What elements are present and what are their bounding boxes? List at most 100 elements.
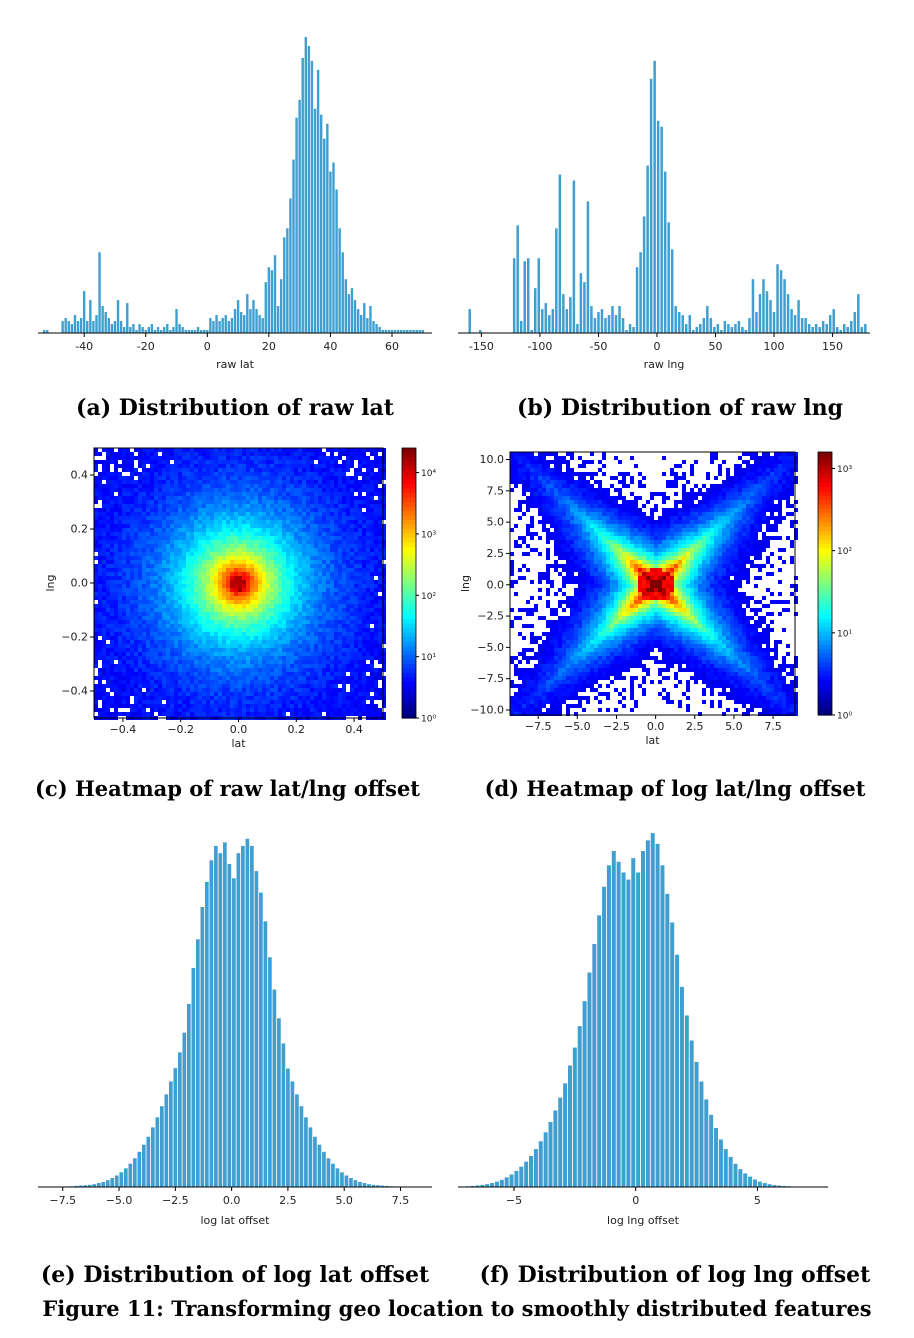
histogram-bar [684,1015,689,1187]
x-tick-label: 60 [385,340,399,353]
histogram-bar [519,321,523,333]
histogram-bar [653,60,656,333]
histogram-bar [349,1178,353,1187]
histogram-bar [772,312,776,333]
histogram-bar [270,270,274,333]
histogram-bar [255,309,258,333]
histogram-bar [762,279,765,333]
histogram-bar [98,252,101,333]
histogram-bar [553,1110,558,1187]
histogram-bar [116,300,120,333]
x-tick-label: 40 [323,340,337,353]
histogram-bar [381,330,384,333]
histogram-bar [562,294,565,333]
histogram-bar [583,282,586,333]
histogram-bar [563,1083,568,1187]
y-tick-label: −0.4 [61,685,88,698]
figure-caption: Figure 11: Transforming geo location to … [42,1296,872,1321]
histogram-bar [331,1163,335,1187]
heatmap-log-offset: −7.5 −5.0 −2.5 0.0 2.5 5.0 7.5 10.0 7.5 5.0 2.5 0.0… [455,440,895,760]
heatmap-cells-c [94,448,386,720]
histogram-bar [209,318,212,333]
histogram-bar [681,315,684,333]
histogram-bar [485,1184,490,1187]
x-tick-label: 2.5 [279,1194,297,1207]
histogram-bar [119,321,123,333]
chart-log-lat-offset: −7.5 −5.0 −2.5 0.0 2.5 5.0 7.5 log lat offset [20,822,450,1234]
x-tick-label: 0.4 [345,723,363,736]
caption-b: (b) Distribution of raw lng [517,395,843,421]
bars-e [60,838,403,1188]
histogram-bar [674,306,677,333]
histogram-bar [733,1163,738,1187]
colorbar-tick-label: 10² [837,547,852,557]
histogram-bar [119,1172,124,1187]
colorbar-tick-label: 10¹ [421,653,436,663]
histogram-bar [593,318,597,333]
x-tick-label: 0 [204,340,211,353]
histogram-bar [239,312,243,333]
histogram-bar [252,300,255,333]
histogram-bar [611,851,616,1187]
histogram-bar [141,327,144,333]
caption-a: (a) Distribution of raw lat [76,395,394,421]
colorbar-tick-label: 10² [421,592,436,602]
histogram-bar [670,922,675,1187]
histogram-bar [298,99,301,333]
x-tick-label: -50 [589,340,607,353]
histogram-bar [793,315,797,333]
colorbar-tick-label: 10³ [421,530,436,540]
histogram-bar [132,324,135,333]
chart-d-svg: −7.5 −5.0 −2.5 0.0 2.5 5.0 7.5 10.0 7.5 5.0 2.5 0.0… [459,451,852,747]
histogram-bar [212,321,215,333]
histogram-bar [586,201,590,333]
histogram-bar [494,1181,499,1187]
caption-d: (d) Heatmap of log lat/lng offset [484,776,866,801]
histogram-bar [587,972,592,1187]
histogram-bar [249,309,252,333]
histogram-bar [709,318,713,333]
histogram-bar [313,1136,317,1187]
histogram-bar [772,1185,777,1187]
histogram-bar [758,294,762,333]
histogram-bar [537,258,541,333]
chart-e-svg: −7.5 −5.0 −2.5 0.0 2.5 5.0 7.5 log lat offset [38,838,432,1227]
histogram-bar [602,886,607,1187]
histogram-bar [743,1173,748,1187]
histogram-bar [209,860,214,1187]
histogram-bar [744,330,748,333]
histogram-bar [850,321,853,333]
y-tick-label: −0.2 [61,631,88,644]
histogram-bar [692,330,695,333]
histogram-bar [757,1181,762,1187]
histogram-bar [340,1172,344,1187]
histogram-bar [384,330,388,333]
histogram-bar [132,1158,137,1187]
histogram-bar [835,327,839,333]
histogram-bar [273,255,277,333]
histogram-bar [232,878,236,1187]
histogram-bar [159,1106,164,1187]
histogram-bar [621,318,625,333]
histogram-bar [667,222,670,333]
histogram-bar [126,303,129,333]
histogram-bar [748,1176,753,1187]
histogram-bar [804,318,807,333]
colorbar-c [402,448,416,719]
histogram-bar [718,1139,723,1187]
histogram-bar [846,327,850,333]
histogram-bar [187,1003,191,1187]
histogram-bar [214,845,218,1187]
histogram-bar [631,858,636,1187]
histogram-bar [205,881,209,1187]
histogram-bar [706,306,709,333]
histogram-bar [215,315,218,333]
chart-raw-lng: -150 -100 -50 0 50 100 150 raw lng [452,20,892,382]
histogram-bar [714,1128,719,1187]
histogram-bar [544,303,548,333]
histogram-bar [358,1181,362,1187]
y-tick-label: −5.0 [477,641,504,654]
histogram-bar [67,321,70,333]
histogram-bar [230,318,234,333]
histogram-bar [800,318,804,333]
